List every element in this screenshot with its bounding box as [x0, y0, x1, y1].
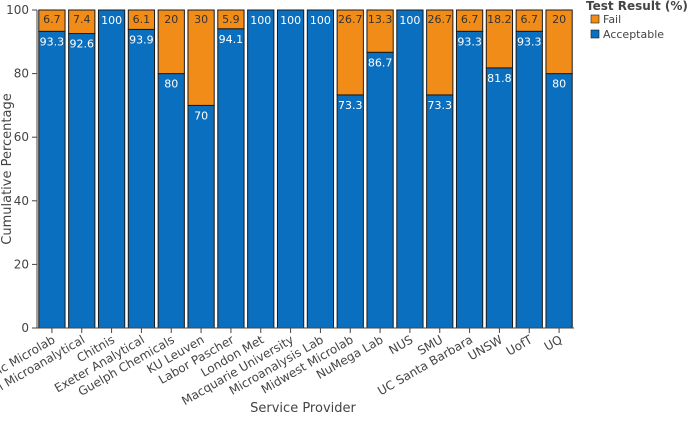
bar-label-acceptable: 93.3: [40, 35, 65, 48]
y-axis: 0 20 40 60 80 100: [6, 3, 38, 335]
x-tick-label: UQ: [542, 332, 565, 353]
legend-item-label: Fail: [603, 13, 621, 26]
y-tick-label: 100: [6, 3, 29, 17]
bar-label-acceptable: 81.8: [487, 72, 512, 85]
bar-acceptable: [396, 9, 424, 329]
bar-fail: [187, 9, 215, 106]
bar-label-fail: 6.7: [461, 13, 479, 26]
bar-label-fail: 6.1: [133, 13, 151, 26]
x-tick-label: UofT: [504, 332, 536, 358]
bar-label-fail: 7.4: [73, 13, 91, 26]
bar-label-acceptable: 93.9: [129, 33, 154, 46]
legend-swatch: [590, 29, 600, 39]
bar-label-acceptable: 100: [250, 14, 271, 27]
x-tick-label: UNSW: [466, 332, 505, 363]
bar-label-fail: 26.7: [428, 13, 453, 26]
legend-title: Test Result (%): [586, 0, 687, 13]
bar-label-fail: 6.7: [43, 13, 61, 26]
bar-fail: [426, 9, 454, 96]
bar-label-acceptable: 92.6: [70, 38, 95, 51]
y-tick-label: 40: [14, 194, 29, 208]
bar-label-acceptable: 73.3: [428, 99, 453, 112]
x-axis-title: Service Provider: [250, 401, 356, 416]
bar-label-fail: 30: [194, 13, 208, 26]
bar-label-fail: 6.7: [521, 13, 539, 26]
bar-label-fail: 26.7: [338, 13, 363, 26]
y-axis-title: Cumulative Percentage: [0, 93, 15, 244]
bar-label-acceptable: 100: [280, 14, 301, 27]
bar-label-acceptable: 73.3: [338, 99, 363, 112]
bar-acceptable: [38, 30, 66, 329]
y-tick-label: 0: [21, 321, 29, 335]
bar-fail: [515, 9, 543, 32]
bar-fail: [68, 9, 96, 35]
bar-fail: [127, 9, 156, 30]
y-tick-label: 20: [14, 257, 29, 271]
bar-label-acceptable: 80: [552, 78, 566, 91]
bar-label-acceptable: 70: [194, 109, 208, 122]
bar-acceptable: [217, 28, 245, 329]
bar-label-fail: 18.2: [487, 13, 512, 26]
y-tick-label: 80: [14, 67, 29, 81]
bar-acceptable: [485, 67, 514, 329]
legend-item-label: Acceptable: [603, 28, 664, 41]
bar-fail: [157, 9, 185, 75]
y-tick-label: 60: [14, 130, 29, 144]
bar-fail: [366, 9, 394, 53]
bar-label-fail: 20: [552, 13, 566, 26]
bar-fail: [217, 9, 245, 30]
legend-swatch: [590, 14, 600, 24]
bar-fail: [485, 9, 514, 69]
bar-acceptable: [455, 30, 484, 329]
bar-acceptable: [276, 9, 305, 329]
bar-label-fail: 20: [164, 13, 178, 26]
bar-label-fail: 13.3: [368, 13, 393, 26]
bar-acceptable: [68, 33, 96, 329]
x-tick-label: NUS: [386, 332, 415, 357]
bar-label-acceptable: 86.7: [368, 56, 393, 69]
bar-acceptable: [336, 94, 364, 329]
bar-acceptable: [426, 94, 454, 329]
bar-label-acceptable: 93.3: [457, 35, 482, 48]
bar-fail: [38, 9, 66, 32]
bar-acceptable: [247, 9, 275, 329]
bar-acceptable: [127, 28, 156, 329]
bar-acceptable: [157, 73, 185, 329]
bar-fail: [545, 9, 573, 75]
bar-acceptable: [515, 30, 543, 329]
bar-acceptable: [545, 73, 573, 329]
bar-label-acceptable: 94.1: [219, 33, 244, 46]
bar-fail: [455, 9, 484, 32]
bar-label-acceptable: 100: [101, 14, 122, 27]
bar-label-fail: 5.9: [222, 13, 240, 26]
legend: Test Result (%) Fail Acceptable: [586, 0, 687, 41]
bar-acceptable: [187, 104, 215, 329]
bar-label-acceptable: 100: [310, 14, 331, 27]
bar-label-acceptable: 100: [399, 14, 420, 27]
bar-label-acceptable: 80: [164, 78, 178, 91]
bar-fail: [336, 9, 364, 96]
bars: 93.3 6.7 92.6 7.4 100 93.9 6.1 80 20 70 30 94.1 5.9 1…: [38, 9, 573, 329]
bar-acceptable: [306, 9, 335, 329]
bar-acceptable: [97, 9, 126, 329]
bar-acceptable: [366, 51, 394, 329]
bar-label-acceptable: 93.3: [517, 35, 542, 48]
